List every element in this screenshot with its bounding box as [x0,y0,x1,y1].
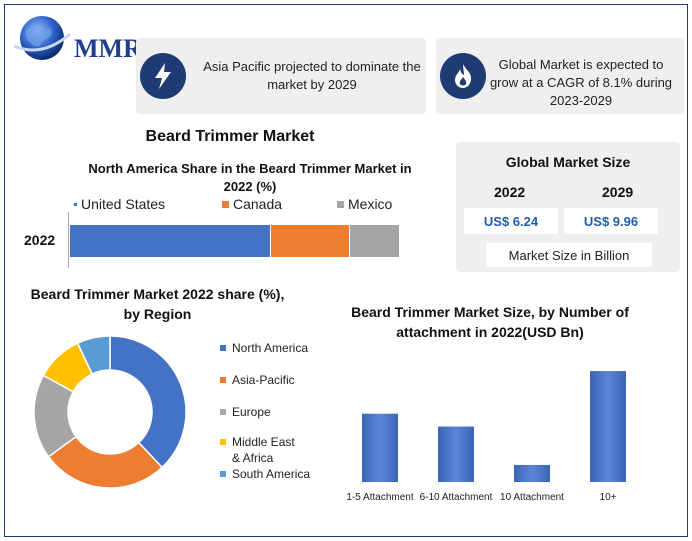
legend-item-middle-east-africa: Middle East & Africa [220,434,302,466]
bar-6-10-attachment [438,426,474,482]
legend-swatch [222,200,229,208]
bar-10-attachment [514,464,550,482]
category-label: 2022 [24,232,56,248]
chart-title: Beard Trimmer Market Size, by Number of … [351,304,629,340]
callout-cagr: Global Market is expected to grow at a C… [436,38,684,114]
x-tick-label: 6-10 Attachment [420,492,493,503]
chart-title: North America Share in the Beard Trimmer… [88,161,412,194]
x-tick-label: 10+ [600,492,617,503]
legend-swatch [220,471,226,477]
donut-slice-north-america [109,335,187,469]
stacked-bar-segment-canada [270,225,349,257]
legend-swatch [220,409,226,415]
donut-slice-south-america [76,335,111,375]
value-2029: US$ 9.96 [564,208,658,234]
legend-swatch [337,200,344,208]
legend-item-south-america: South America [220,466,330,482]
stacked-bar-segment-united-states [70,225,270,257]
value-2022: US$ 6.24 [464,208,558,234]
legend-item-united-states: United States [74,196,165,212]
year-2029-label: 2029 [602,184,634,200]
stacked-bar-segment-mexico [349,225,399,257]
page-title: Beard Trimmer Market [145,128,315,145]
x-tick-label: 10 Attachment [500,492,564,503]
legend-swatch [74,202,77,206]
market-size-note: Market Size in Billion [486,243,652,267]
panel-title: Global Market Size [505,154,631,170]
globe-icon [13,16,71,60]
chart-title: Beard Trimmer Market 2022 share (%), by … [30,286,285,322]
bar-10- [590,371,626,482]
global-market-size-panel: Global Market Size 2022 2029 US$ 6.24 US… [456,142,680,272]
legend-item-mexico: Mexico [337,196,392,212]
logo-text: MMR [74,34,142,63]
callout-text: Asia Pacific projected to dominate the m… [203,59,421,92]
legend-item-europe: Europe [220,404,330,420]
donut-chart [33,335,187,489]
legend-label: South America [232,467,311,481]
legend-item-canada: Canada [222,196,282,212]
callout-asia-pacific: Asia Pacific projected to dominate the m… [136,38,426,114]
x-tick-label: 1-5 Attachment [346,492,413,503]
bar-1-5-attachment [362,413,398,482]
legend-item-asia-pacific: Asia-Pacific [220,372,330,388]
legend-label: Asia-Pacific [232,373,295,387]
year-2022-label: 2022 [494,184,526,200]
lightning-icon [140,53,186,99]
legend-label: Europe [232,405,271,419]
legend-swatch [220,439,226,445]
callout-text: Global Market is expected to grow at a C… [489,57,673,108]
legend-swatch [220,377,226,383]
legend-label: North America [232,341,309,355]
flame-icon [440,53,486,99]
y-axis-line [68,212,69,268]
legend-swatch [220,345,226,351]
legend-item-north-america: North America [220,340,330,356]
legend-label: Middle East & Africa [232,435,295,465]
attachment-bar-chart: 1-5 Attachment 6-10 Attachment 10 Attachme… [346,371,626,503]
logo: MMR [12,12,142,64]
